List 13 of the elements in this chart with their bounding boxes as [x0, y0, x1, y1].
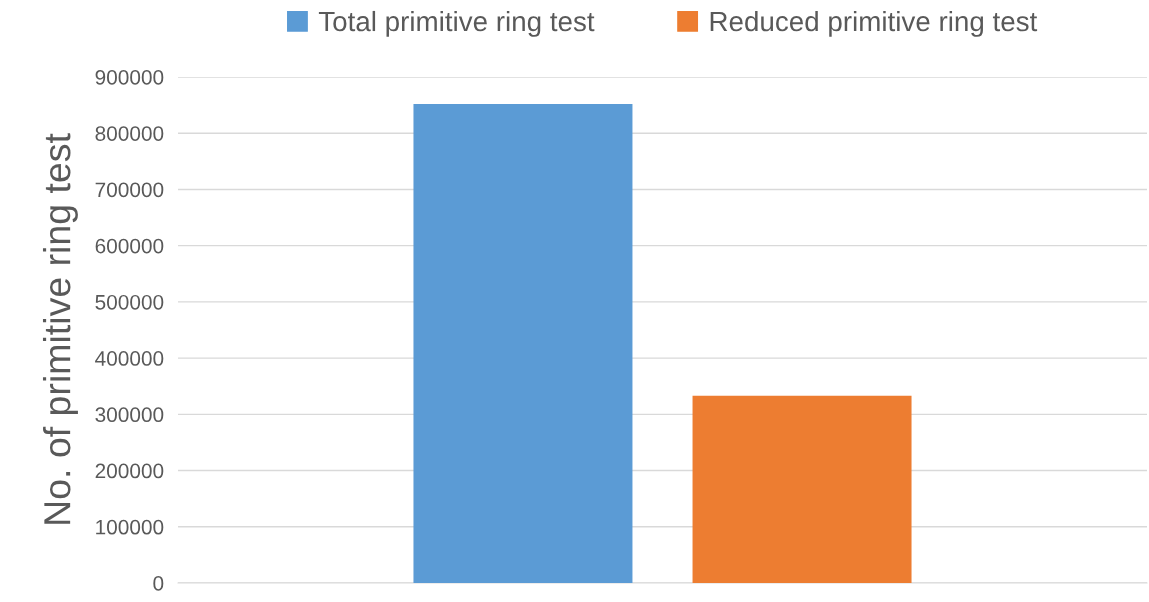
- y-tick-label: 800000: [95, 126, 164, 141]
- y-tick-label: 300000: [95, 407, 164, 423]
- y-tick-label: 200000: [95, 463, 164, 479]
- y-tick-label: 700000: [95, 182, 164, 198]
- y-axis-title: No. of primitive ring test: [42, 133, 78, 524]
- legend-label: Reduced primitive ring test: [710, 10, 1038, 37]
- y-tick-label: 500000: [95, 294, 164, 310]
- y-tick-label: 400000: [95, 351, 164, 366]
- y-tick-label: 900000: [95, 70, 164, 85]
- y-tick-label: 600000: [95, 238, 164, 254]
- y-tick-label: 0: [153, 576, 164, 591]
- y-tick-label: 100000: [96, 519, 164, 535]
- legend-label: Total primitive ring test: [318, 10, 595, 37]
